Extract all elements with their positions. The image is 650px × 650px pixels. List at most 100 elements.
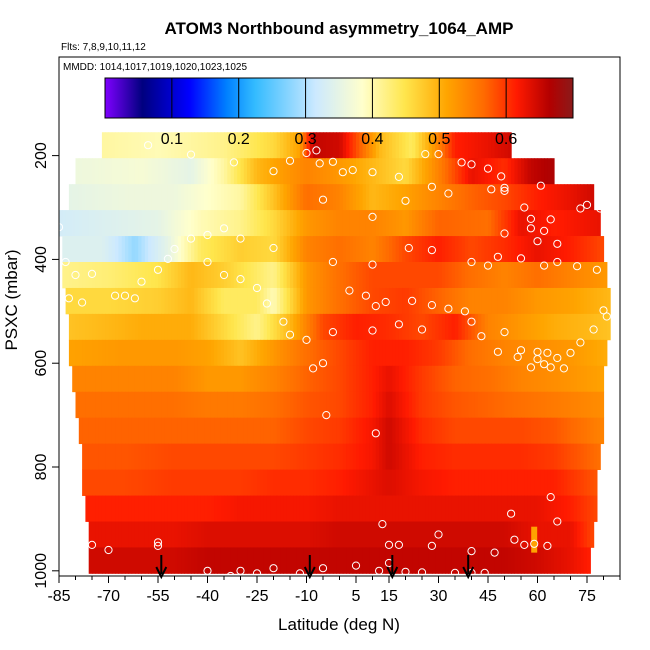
- heatmap-cell: [134, 132, 139, 159]
- heatmap-cell: [174, 469, 179, 496]
- heatmap-cell: [141, 469, 146, 496]
- heatmap-cell: [382, 521, 387, 548]
- heatmap-cell: [587, 287, 591, 315]
- heatmap-cell: [200, 132, 205, 159]
- heatmap-cell: [435, 469, 440, 496]
- heatmap-cell: [184, 521, 189, 548]
- heatmap-cell: [455, 210, 459, 237]
- heatmap-cell: [108, 313, 113, 341]
- sample-point: [500, 186, 509, 195]
- heatmap-cell: [560, 313, 565, 341]
- heatmap-cell: [563, 236, 568, 263]
- heatmap-cell: [527, 365, 532, 393]
- heatmap-cell: [408, 236, 413, 263]
- plot-area: [54, 132, 611, 581]
- heatmap-cell: [128, 339, 133, 367]
- heatmap-cell: [210, 132, 215, 159]
- heatmap-cell: [352, 521, 357, 548]
- heatmap-cell: [78, 339, 83, 367]
- heatmap-cell: [125, 547, 129, 574]
- heatmap-cell: [392, 495, 397, 522]
- heatmap-cell: [468, 339, 473, 367]
- heatmap-cell: [418, 210, 423, 237]
- heatmap-cell: [573, 262, 578, 289]
- heatmap-cell: [167, 417, 172, 445]
- heatmap-cell: [435, 547, 440, 574]
- heatmap-cell: [151, 210, 156, 237]
- heatmap-cell: [435, 236, 440, 263]
- heatmap-cell: [303, 547, 308, 574]
- heatmap-cell: [563, 521, 568, 548]
- heatmap-cell: [191, 313, 195, 341]
- heatmap-cell: [82, 339, 86, 367]
- heatmap-cell: [435, 132, 440, 159]
- heatmap-cell: [273, 184, 278, 211]
- heatmap-cell: [583, 313, 588, 341]
- sample-point: [368, 212, 377, 221]
- heatmap-cell: [530, 210, 535, 237]
- heatmap-cell: [349, 236, 354, 263]
- heatmap-cell: [309, 236, 314, 263]
- heatmap-cell: [220, 287, 225, 315]
- heatmap-cell: [250, 313, 255, 341]
- heatmap-cell: [306, 158, 311, 185]
- heatmap-cell: [68, 184, 73, 211]
- heatmap-cell: [455, 443, 459, 470]
- heatmap-cell: [557, 339, 562, 367]
- heatmap-band: [88, 547, 591, 574]
- heatmap-cell: [286, 287, 291, 315]
- heatmap-cell: [151, 158, 156, 185]
- heatmap-cell: [101, 132, 106, 159]
- heatmap-cell: [200, 495, 205, 522]
- heatmap-cell: [369, 495, 374, 522]
- heatmap-cell: [332, 495, 337, 522]
- heatmap-cell: [471, 184, 476, 211]
- heatmap-cell: [395, 158, 400, 185]
- heatmap-cell: [141, 417, 146, 445]
- heatmap-cell: [118, 262, 123, 289]
- heatmap-cell: [250, 469, 255, 496]
- heatmap-cell: [200, 365, 205, 393]
- heatmap-cell: [276, 339, 281, 367]
- heatmap-cell: [478, 391, 482, 419]
- heatmap-cell: [547, 184, 552, 211]
- heatmap-cell: [303, 365, 308, 393]
- heatmap-cell: [250, 547, 255, 574]
- heatmap-cell: [148, 287, 152, 315]
- heatmap-cell: [247, 495, 251, 522]
- sample-point: [378, 520, 387, 529]
- heatmap-cell: [517, 365, 522, 393]
- heatmap-cell: [379, 184, 383, 211]
- heatmap-cell: [494, 313, 499, 341]
- heatmap-cell: [227, 210, 232, 237]
- heatmap-cell: [329, 313, 334, 341]
- heatmap-cell: [461, 521, 466, 548]
- heatmap-cell: [134, 313, 139, 341]
- heatmap-cell: [491, 313, 496, 341]
- heatmap-cell: [504, 313, 509, 341]
- sample-point: [269, 167, 278, 176]
- y-tick-label: 1000: [33, 553, 50, 589]
- heatmap-cell: [540, 365, 545, 393]
- heatmap-cell: [217, 417, 222, 445]
- heatmap-cell: [507, 521, 512, 548]
- heatmap-cell: [441, 262, 446, 289]
- heatmap-cell: [540, 313, 545, 341]
- heatmap-cell: [319, 313, 324, 341]
- heatmap-cell: [478, 365, 482, 393]
- heatmap-cell: [530, 391, 535, 419]
- heatmap-cell: [336, 158, 341, 185]
- heatmap-cell: [191, 547, 195, 574]
- heatmap-cell: [356, 236, 360, 263]
- heatmap-cell: [567, 262, 572, 289]
- heatmap-cell: [316, 365, 321, 393]
- heatmap-cell: [359, 184, 364, 211]
- heatmap-cell: [121, 365, 126, 393]
- heatmap-cell: [171, 443, 176, 470]
- heatmap-cell: [580, 417, 585, 445]
- heatmap-cell: [497, 132, 502, 159]
- heatmap-cell: [138, 132, 143, 159]
- heatmap-cell: [478, 262, 482, 289]
- sample-point: [203, 230, 212, 240]
- heatmap-cell: [210, 313, 215, 341]
